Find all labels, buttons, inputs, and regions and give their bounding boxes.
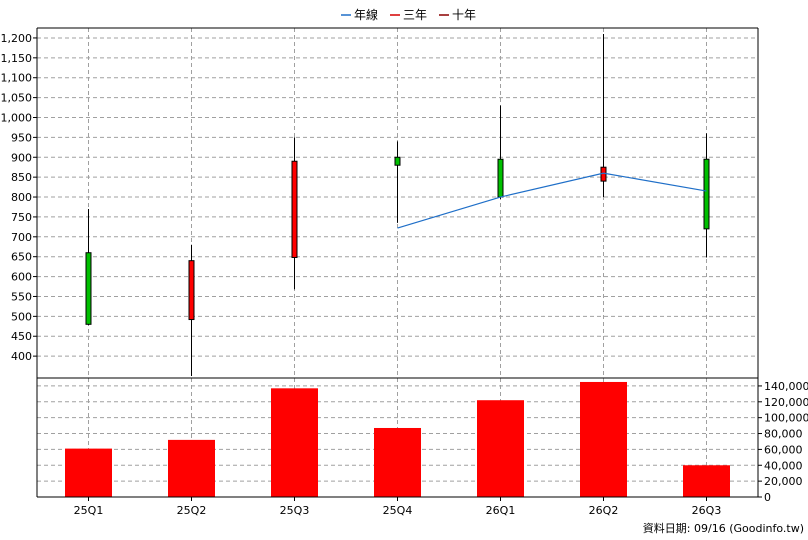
volume-tick-label: 80,000 [764,428,803,441]
volume-panel: 0 20,000 40,000 60,000 80,000 100,000 120,000 1… [36,377,808,504]
price-tick-label: 650 [11,251,32,264]
price-tick-label: 1,100 [1,72,33,85]
volume-bar [168,439,215,497]
x-tick-label: 25Q2 [177,504,207,517]
legend: 年線 三年 十年 [341,7,476,22]
legend-label: 年線 [354,7,378,22]
candle-body [394,156,401,166]
x-tick-label: 26Q2 [589,504,619,517]
price-tick-label: 500 [11,310,32,323]
volume-bar [477,400,524,497]
price-panel: 400 450 500 550 600 650 700 750 800 850 900 950 1,00… [1,27,759,378]
legend-label: 三年 [403,8,427,22]
volume-tick-label: 100,000 [764,412,808,425]
candle-body [497,158,504,198]
candle-body [188,260,195,321]
x-tick-label: 25Q1 [74,504,104,517]
candle-body [703,158,710,230]
price-tick-label: 450 [11,330,32,343]
candle-body [85,252,92,325]
volume-bar [683,465,730,497]
volume-bar [374,427,421,497]
volume-tick-label: 120,000 [764,396,808,409]
x-axis: 25Q1 25Q2 25Q3 25Q4 26Q1 26Q2 26Q3 [74,497,722,517]
candle-body [291,160,298,258]
volume-tick-label: 40,000 [764,459,803,472]
x-tick-label: 26Q1 [486,504,516,517]
price-tick-label: 1,150 [1,52,33,65]
x-tick-label: 26Q3 [692,504,722,517]
legend-label: 十年 [452,8,476,22]
price-tick-label: 850 [11,171,32,184]
price-tick-label: 400 [11,350,32,363]
price-tick-label: 1,000 [1,111,33,124]
price-tick-label: 550 [11,290,32,303]
x-tick-label: 25Q4 [383,504,413,517]
volume-bar [65,448,112,497]
price-tick-label: 600 [11,271,32,284]
price-tick-label: 750 [11,211,32,224]
volume-tick-label: 0 [764,491,771,504]
price-tick-label: 1,050 [1,92,33,105]
x-tick-label: 25Q3 [280,504,310,517]
volume-bar [271,388,318,497]
series-line-annual [397,172,707,229]
price-tick-label: 1,200 [1,32,33,45]
price-tick-label: 900 [11,151,32,164]
data-date-footer: 資料日期: 09/16 (Goodinfo.tw) [642,522,804,535]
volume-bar [580,381,627,497]
volume-tick-label: 140,000 [764,380,808,393]
volume-tick-label: 60,000 [764,443,803,456]
price-tick-label: 950 [11,131,32,144]
volume-tick-label: 20,000 [764,475,803,488]
price-tick-label: 800 [11,191,32,204]
price-tick-label: 700 [11,231,32,244]
